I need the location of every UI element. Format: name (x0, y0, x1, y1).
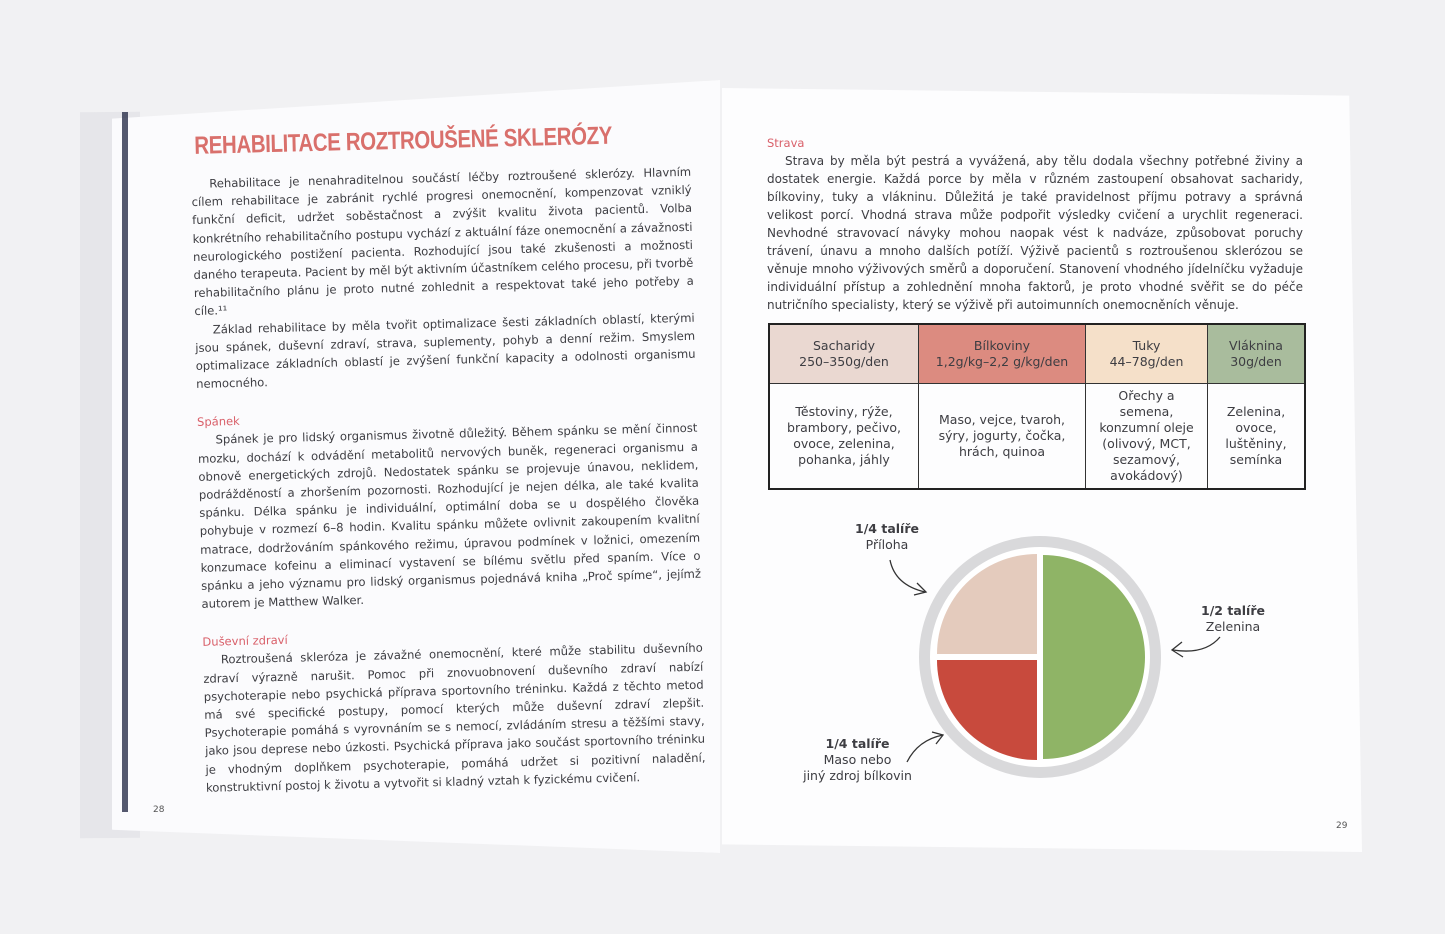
fraction-label: 1/4 talíře (855, 521, 919, 536)
right-page-content: Strava Strava by měla být pestrá a vyváž… (767, 136, 1303, 314)
nutrient-name: Vláknina (1229, 338, 1283, 353)
table-row: Těstoviny, rýže, brambory, pečivo, ovoce… (768, 383, 1306, 490)
fraction-label: 1/4 talíře (825, 736, 890, 751)
plate-segment-priloha (937, 554, 1037, 654)
section-heading-strava: Strava (767, 136, 805, 150)
plate-label-zelenina: 1/2 talíře Zelenina (1198, 603, 1268, 635)
nutrient-name: Bílkoviny (973, 338, 1031, 353)
header-sacharidy: Sacharidy 250–350g/den (768, 323, 919, 384)
plate-segment-zelenina (1043, 555, 1145, 759)
nutrient-name: Tuky (1132, 338, 1161, 353)
segment-label: jiný zdroj bílkovin (803, 768, 912, 783)
nutrient-table: Sacharidy 250–350g/den Bílkoviny 1,2g/kg–2… (768, 323, 1306, 490)
header-tuky: Tuky 44–78g/den (1085, 323, 1208, 384)
foods-vlaknina: Zelenina, ovoce, luštěniny, semínka (1207, 383, 1306, 490)
segment-label: Zelenina (1205, 619, 1261, 634)
foods-sacharidy: Těstoviny, rýže, brambory, pečivo, ovoce… (768, 383, 919, 490)
segment-label: Maso nebo (823, 752, 892, 767)
segment-label: Příloha (865, 537, 909, 552)
foods-tuky: Ořechy a semena, konzumní oleje (olivový… (1085, 383, 1208, 490)
nutrient-amount: 1,2g/kg–2,2 g/kg/den (935, 354, 1069, 369)
nutrient-amount: 250–350g/den (799, 354, 889, 369)
nutrient-name: Sacharidy (813, 338, 875, 353)
header-vlaknina: Vláknina 30g/den (1207, 323, 1306, 384)
cover-edge (122, 112, 128, 812)
fraction-label: 1/2 talíře (1201, 603, 1265, 618)
arrow-icon (1170, 636, 1221, 658)
nutrient-amount: 44–78g/den (1109, 354, 1184, 369)
left-page (112, 80, 720, 853)
page-number-right: 29 (1336, 821, 1348, 831)
nutrient-amount: 30g/den (1230, 354, 1282, 369)
page-number-left: 28 (153, 805, 165, 815)
section-text-strava: Strava by měla být pestrá a vyvážená, ab… (767, 154, 1303, 312)
arrow-icon (889, 559, 928, 596)
arrow-icon (906, 731, 945, 763)
foods-bilkoviny: Maso, vejce, tvaroh, sýry, jogurty, čočk… (918, 383, 1086, 490)
plate-label-priloha: 1/4 talíře Příloha (852, 521, 922, 553)
plate-label-maso: 1/4 talíře Maso nebo jiný zdroj bílkovin (800, 736, 915, 784)
table-header-row: Sacharidy 250–350g/den Bílkoviny 1,2g/kg–2… (768, 323, 1306, 384)
plate-segment-maso (937, 660, 1037, 760)
